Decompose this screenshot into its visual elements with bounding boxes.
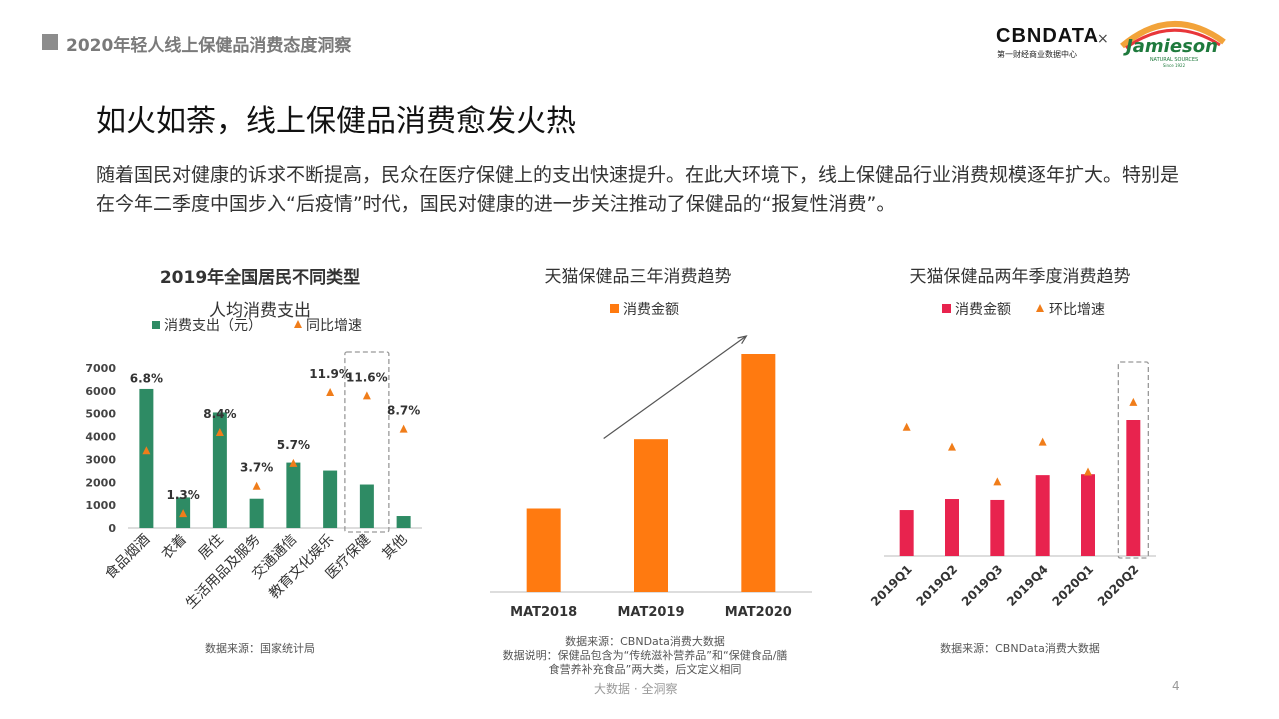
chart1-growth-marker	[215, 428, 224, 436]
chart1-bar	[212, 412, 227, 528]
chart1-legend-label-growth: 同比增速	[306, 318, 362, 334]
chart1-growth-marker	[179, 509, 188, 518]
chart2-bar	[526, 508, 561, 592]
chart1-ytick-label: 4000	[85, 431, 116, 444]
chart2-bar	[634, 439, 668, 592]
chart1-growth-marker	[252, 481, 261, 490]
chart1-ytick-label: 2000	[85, 476, 116, 489]
chart1-legend-swatch-spending	[152, 321, 160, 329]
times-sign: ×	[1097, 31, 1109, 47]
chart1-growth-label: 3.7%	[240, 461, 273, 475]
chart2-title: 天猫保健品三年消费趋势	[544, 267, 732, 287]
chart1-ytick-label: 3000	[85, 453, 116, 466]
jamieson-logo-text: Jamieson	[1123, 36, 1218, 57]
chart1-ytick-label: 6000	[85, 385, 116, 398]
chart1-svg: 消费支出（元） 同比增速 0 1000 2000 3000 4000 5000 6000 7000…	[85, 318, 422, 612]
chart1-growth-label: 11.9%	[309, 367, 351, 381]
chart1-source: 数据来源：国家统计局	[205, 642, 315, 655]
chart3-bar	[899, 510, 914, 556]
footer-slogan: 大数据 · 全洞察	[594, 682, 678, 696]
jamieson-arc-red	[1125, 28, 1221, 50]
chart1-title-line1: 2019年全国居民不同类型	[159, 268, 361, 288]
chart3-category-label: 2019Q4	[1004, 562, 1051, 609]
chart1-ytick-label: 0	[108, 522, 116, 535]
chart1-bar	[249, 498, 264, 528]
chart2-legend-swatch	[610, 304, 619, 313]
page-title: 如火如荼，线上保健品消费愈发火热	[96, 104, 576, 139]
chart2-category-label: MAT2020	[725, 605, 792, 620]
chart3-category-label: 2020Q1	[1049, 562, 1096, 609]
chart1-category-label: 衣着	[159, 532, 190, 563]
chart3-bar	[1081, 474, 1095, 556]
intro-paragraph: 随着国民对健康的诉求不断提高，民众在医疗保健上的支出快速提升。在此大环境下，线上…	[96, 164, 1180, 215]
report-title: 2020年轻人线上保健品消费态度洞察	[66, 36, 352, 56]
cbndata-logo: CBNDATA	[996, 25, 1099, 47]
chart3-growth-marker	[1038, 437, 1047, 446]
chart1-ytick-label: 1000	[85, 499, 116, 512]
chart1-bar	[139, 388, 154, 528]
chart3-growth-marker	[948, 442, 956, 451]
chart3-category-label: 2019Q3	[959, 562, 1006, 609]
chart3-legend-label-growth: 环比增速	[1049, 302, 1105, 318]
chart3-source: 数据来源：CBNData消费大数据	[940, 642, 1100, 655]
chart1-bar	[323, 470, 338, 528]
chart3-bar	[945, 499, 959, 556]
chart3-growth-marker	[993, 477, 1002, 486]
chart1-ytick-label: 7000	[85, 362, 116, 375]
chart1-growth-marker	[326, 388, 335, 396]
chart1-bar	[359, 484, 374, 528]
header-square-icon	[42, 34, 58, 50]
chart3-title: 天猫保健品两年季度消费趋势	[909, 267, 1131, 287]
chart1-title-line2: 人均消费支出	[209, 301, 311, 321]
chart1-bar	[286, 462, 301, 528]
chart1-highlight-box	[344, 351, 390, 533]
chart3-bar	[1126, 420, 1141, 556]
chart3-growth-marker	[1084, 467, 1092, 476]
chart1-legend-label-spending: 消费支出（元）	[164, 318, 262, 334]
page-number: 4	[1172, 679, 1180, 693]
chart2-trend-arrow-head	[737, 335, 748, 344]
chart2-trend-arrow-line	[603, 335, 747, 439]
chart1-growth-label: 8.7%	[387, 404, 420, 418]
chart1-growth-marker	[289, 458, 298, 467]
chart1-growth-label: 11.6%	[346, 370, 388, 384]
chart1-bar	[396, 516, 411, 528]
chart3-category-label: 2019Q1	[868, 562, 915, 609]
chart3-legend-label-amount: 消费金额	[955, 302, 1011, 318]
chart1-legend-marker-growth	[294, 320, 302, 328]
chart2-source: 数据来源：CBNData消费大数据	[565, 635, 725, 648]
chart3-bar	[1035, 475, 1050, 556]
chart2-bar	[741, 354, 776, 592]
chart1-growth-label: 1.3%	[166, 488, 199, 502]
chart3-growth-marker	[1129, 397, 1138, 406]
chart1-ytick-label: 5000	[85, 408, 116, 421]
chart1-category-label: 其他	[379, 532, 410, 563]
chart3-legend-swatch-amount	[942, 304, 951, 313]
chart3-category-label: 2019Q2	[913, 562, 960, 609]
chart2-category-label: MAT2019	[617, 605, 684, 620]
chart1-growth-marker	[362, 391, 371, 400]
cbndata-logo-subtitle: 第一财经商业数据中心	[997, 50, 1077, 59]
chart1-category-label: 居住	[196, 532, 227, 563]
jamieson-logo-since: Since 1922	[1163, 63, 1186, 68]
jamieson-logo: Jamieson NATURAL SOURCES Since 1922	[1120, 20, 1226, 68]
chart2-svg: 消费金额 MAT2018 MAT2019 MAT2020	[490, 302, 812, 620]
chart3-category-label: 2020Q2	[1095, 562, 1142, 609]
chart3-svg: 消费金额 环比增速 2019Q12019Q22019Q32019Q42020Q120…	[868, 302, 1156, 609]
chart2-legend-label: 消费金额	[623, 302, 679, 318]
chart1-growth-label: 5.7%	[277, 438, 310, 452]
jamieson-logo-sub: NATURAL SOURCES	[1150, 57, 1198, 63]
chart1-growth-marker	[399, 424, 408, 433]
chart1-growth-marker	[142, 446, 151, 455]
chart3-growth-marker	[902, 422, 911, 431]
chart2-note-line1: 数据说明：保健品包含为“传统滋补营养品”和“保健食品/膳	[502, 649, 788, 662]
chart2-note-line2: 食营养补充食品”两大类，后文定义相同	[548, 663, 742, 676]
chart1-category-label: 食品烟酒	[102, 531, 154, 583]
chart2-category-label: MAT2018	[510, 605, 577, 620]
chart1-growth-label: 8.4%	[203, 407, 236, 421]
chart3-bar	[990, 499, 1005, 556]
chart3-legend-marker-growth	[1036, 304, 1044, 312]
jamieson-arc-orange	[1120, 20, 1226, 49]
chart1-growth-label: 6.8%	[130, 371, 163, 385]
